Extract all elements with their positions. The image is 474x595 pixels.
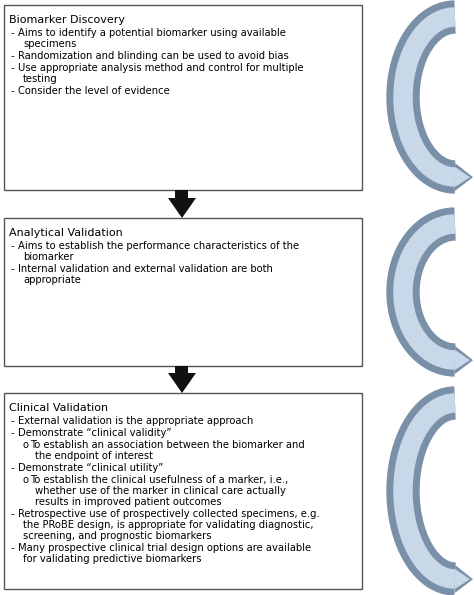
Text: Demonstrate “clinical validity”: Demonstrate “clinical validity”	[18, 428, 172, 438]
Text: To establish an association between the biomarker and: To establish an association between the …	[30, 440, 305, 450]
Bar	[175, 190, 189, 198]
Text: Biomarker Discovery: Biomarker Discovery	[9, 15, 125, 25]
Text: Use appropriate analysis method and control for multiple: Use appropriate analysis method and cont…	[18, 63, 304, 73]
Text: Internal validation and external validation are both: Internal validation and external validat…	[18, 264, 273, 274]
Text: -: -	[11, 51, 15, 61]
Text: biomarker: biomarker	[23, 252, 73, 262]
Text: -: -	[11, 463, 15, 473]
Polygon shape	[455, 350, 470, 370]
Polygon shape	[455, 346, 473, 374]
Text: Demonstrate “clinical utility”: Demonstrate “clinical utility”	[18, 463, 164, 473]
Text: testing: testing	[23, 74, 58, 84]
Text: for validating predictive biomarkers: for validating predictive biomarkers	[23, 554, 201, 564]
Text: Aims to establish the performance characteristics of the: Aims to establish the performance charac…	[18, 241, 299, 251]
Bar	[4, 393, 362, 589]
Text: -: -	[11, 543, 15, 553]
Text: Clinical Validation: Clinical Validation	[9, 403, 108, 413]
Text: o: o	[23, 475, 29, 485]
Text: Many prospective clinical trial design options are available: Many prospective clinical trial design o…	[18, 543, 311, 553]
Text: To establish the clinical usefulness of a marker, i.e.,: To establish the clinical usefulness of …	[30, 475, 288, 485]
Text: -: -	[11, 241, 15, 251]
Text: -: -	[11, 264, 15, 274]
Text: -: -	[11, 28, 15, 38]
Text: Analytical Validation: Analytical Validation	[9, 228, 123, 238]
Text: screening, and prognostic biomarkers: screening, and prognostic biomarkers	[23, 531, 211, 541]
Polygon shape	[168, 373, 196, 393]
Text: appropriate: appropriate	[23, 275, 81, 285]
Bar	[175, 366, 189, 373]
Text: o: o	[23, 440, 29, 450]
Text: results in improved patient outcomes: results in improved patient outcomes	[35, 497, 222, 507]
Polygon shape	[168, 198, 196, 218]
Text: -: -	[11, 428, 15, 438]
Text: whether use of the marker in clinical care actually: whether use of the marker in clinical ca…	[35, 486, 286, 496]
Text: Consider the level of evidence: Consider the level of evidence	[18, 86, 170, 96]
Bar	[4, 218, 362, 366]
Polygon shape	[455, 569, 470, 589]
Text: -: -	[11, 509, 15, 519]
Polygon shape	[455, 163, 473, 191]
Text: specimens: specimens	[23, 39, 76, 49]
Text: -: -	[11, 86, 15, 96]
Text: -: -	[11, 416, 15, 426]
Text: Retrospective use of prospectively collected specimens, e.g.: Retrospective use of prospectively colle…	[18, 509, 320, 519]
Text: the endpoint of interest: the endpoint of interest	[35, 451, 153, 461]
Text: the PRoBE design, is appropriate for validating diagnostic,: the PRoBE design, is appropriate for val…	[23, 520, 313, 530]
Text: -: -	[11, 63, 15, 73]
Text: External validation is the appropriate approach: External validation is the appropriate a…	[18, 416, 254, 426]
Polygon shape	[455, 167, 470, 187]
Text: Aims to identify a potential biomarker using available: Aims to identify a potential biomarker u…	[18, 28, 286, 38]
Bar	[4, 5, 362, 190]
Polygon shape	[455, 565, 473, 593]
Text: Randomization and blinding can be used to avoid bias: Randomization and blinding can be used t…	[18, 51, 289, 61]
